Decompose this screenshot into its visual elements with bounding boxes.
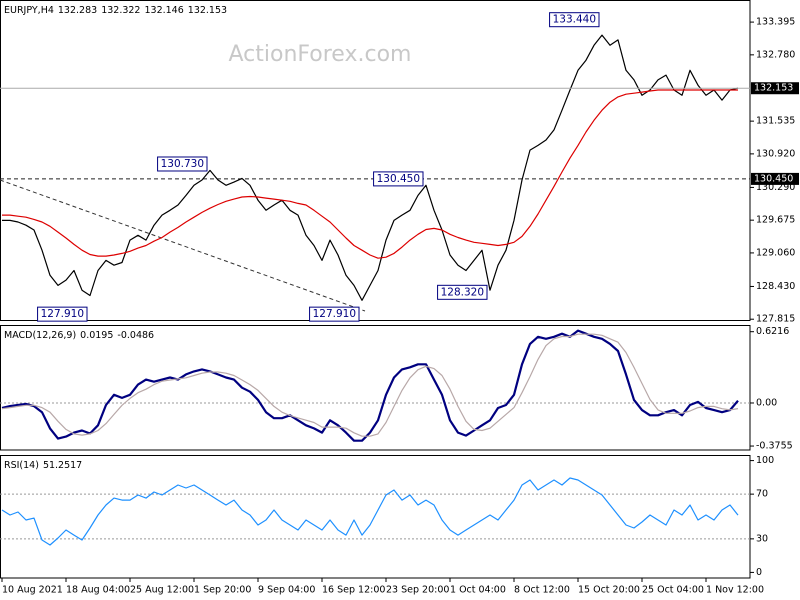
rsi-panel (0, 455, 751, 579)
y-tick-label: 127.815 (756, 314, 795, 325)
x-tick-label: 18 Aug 04:00 (66, 585, 130, 596)
trend-line (0, 179, 366, 312)
ohlc-value: 132.153 (188, 5, 227, 16)
series-line (2, 89, 738, 259)
indicator-value: 0.0195 (80, 330, 113, 341)
indicator-value: -0.0486 (117, 330, 154, 341)
panel-title: EURJPY,H4 (4, 5, 54, 16)
ohlc-value: 132.283 (58, 5, 97, 16)
y-tick-label: 70 (756, 489, 768, 500)
annotation-box (157, 156, 208, 172)
annotation-box (437, 284, 488, 300)
series-line (1, 333, 739, 437)
plot-area (0, 329, 750, 442)
y-tick-label: 0.00 (756, 397, 777, 408)
watermark: ActionForex.com (229, 42, 412, 67)
annotation-box (37, 306, 88, 322)
x-tick-label: 15 Oct 20:00 (578, 585, 640, 596)
x-tick-label: 23 Sep 20:00 (386, 585, 449, 596)
panel-header: EURJPY,H4 132.283 132.322 132.146 132.153 (4, 5, 227, 16)
panel-header: RSI(14) 51.2517 (4, 460, 82, 471)
price-panel (0, 0, 751, 321)
y-tick-label: 128.430 (756, 281, 795, 292)
x-tick-label: 16 Sep 12:00 (322, 585, 385, 596)
last-price-box (751, 82, 799, 95)
y-tick-label: 130.290 (756, 182, 795, 193)
series-line (2, 34, 739, 301)
annotation-label: 127.910 (313, 308, 356, 320)
annotation-box (373, 171, 424, 187)
annotation-box (309, 306, 360, 322)
y-tick-label: 132.780 (756, 49, 795, 60)
x-tick-label: 25 Aug 12:00 (130, 585, 194, 596)
y-tick-label: 30 (756, 533, 768, 544)
y-tick-label: 100 (756, 455, 774, 466)
x-tick-label: 1 Nov 12:00 (706, 585, 764, 596)
y-tick-label: 131.535 (756, 116, 795, 127)
indicator-value: 51.2517 (43, 460, 82, 471)
x-tick-label: 9 Sep 04:00 (258, 585, 315, 596)
annotation-label: 130.450 (377, 173, 420, 185)
x-tick-label: 8 Oct 12:00 (514, 585, 570, 596)
x-tick-label: 10 Aug 2021 (2, 585, 63, 596)
annotation-label: 127.910 (41, 308, 84, 320)
level-label: 130.450 (754, 173, 793, 184)
x-tick-label: 1 Oct 04:00 (450, 585, 506, 596)
y-tick-label: 130.920 (756, 148, 795, 159)
series-line (1, 477, 739, 546)
annotation-label: 130.730 (161, 158, 204, 170)
level-label-box (751, 172, 799, 185)
annotation-label: 133.440 (553, 14, 596, 26)
macd-panel (0, 325, 751, 451)
panel-title: MACD(12,26,9) (4, 330, 76, 341)
x-tick-label: 1 Sep 20:00 (194, 585, 251, 596)
y-tick-label: 0.6216 (756, 326, 789, 337)
last-price-label: 132.153 (754, 83, 793, 94)
panel-header: MACD(12,26,9) 0.0195 -0.0486 (4, 330, 154, 341)
y-tick-label: -0.3755 (756, 441, 793, 452)
y-tick-label: 0 (756, 567, 762, 578)
ohlc-value: 132.146 (144, 5, 183, 16)
plot-area (0, 477, 750, 546)
annotation-label: 128.320 (441, 286, 484, 298)
x-tick-label: 25 Oct 04:00 (642, 585, 704, 596)
panel-title: RSI(14) (4, 460, 39, 471)
annotation-box (549, 12, 600, 28)
y-tick-label: 129.675 (756, 215, 795, 226)
series-line (1, 329, 739, 442)
y-tick-label: 129.060 (756, 247, 795, 258)
y-tick-label: 133.395 (756, 17, 795, 28)
ohlc-value: 132.322 (101, 5, 140, 16)
